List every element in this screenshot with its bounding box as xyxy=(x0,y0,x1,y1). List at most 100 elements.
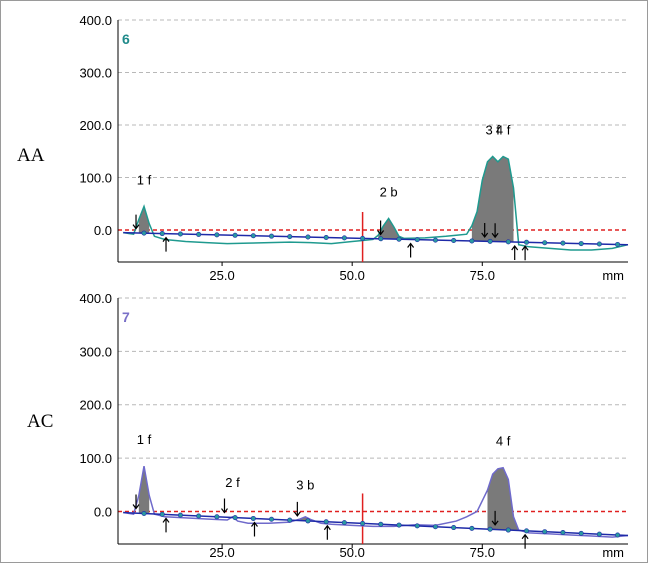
baseline-point xyxy=(378,236,384,242)
baseline-point xyxy=(196,513,202,519)
row-label-bottom: AC xyxy=(27,411,54,432)
peak-label: 4 f xyxy=(496,123,511,138)
peak-start-arrow xyxy=(293,501,301,517)
baseline-point xyxy=(451,238,457,244)
baseline-point xyxy=(141,510,147,516)
row-label-top: AA xyxy=(17,145,45,166)
y-tick-label: 400.0 xyxy=(79,291,112,306)
baseline-point xyxy=(305,518,311,524)
baseline-point xyxy=(341,235,347,241)
chart-panel-2: 400.0 300.0 200.0 100.0 0.0 25.0 50.0 75.0 mm 7 1 … xyxy=(79,291,629,560)
baseline-point xyxy=(305,234,311,240)
baseline-point xyxy=(177,512,183,518)
baseline-point xyxy=(341,520,347,526)
y-tick-label: 200.0 xyxy=(79,398,112,413)
baseline-point xyxy=(396,522,402,528)
baseline-point xyxy=(196,231,202,237)
baseline-point xyxy=(414,523,420,529)
peak-label: 3 f xyxy=(485,123,500,138)
peak-label: 4 f xyxy=(496,434,511,449)
peak-end-arrow xyxy=(407,242,415,258)
baseline-point xyxy=(378,521,384,527)
y-tick-label: 0.0 xyxy=(94,504,112,519)
baseline-point xyxy=(578,530,584,536)
trace-line xyxy=(123,465,629,538)
peak-end-arrow xyxy=(521,533,529,549)
baseline-point xyxy=(596,531,602,537)
peak-start-arrow xyxy=(481,222,489,238)
baseline-point xyxy=(177,231,183,237)
baseline-point xyxy=(560,240,566,246)
peak-start-arrow xyxy=(491,510,499,526)
baseline-point xyxy=(542,529,548,535)
baseline-point xyxy=(214,514,220,520)
baseline-point xyxy=(250,233,256,239)
trace-id-label: 6 xyxy=(122,31,130,47)
trace-line xyxy=(123,155,629,251)
y-tick-label: 400.0 xyxy=(79,13,112,28)
peak-start-arrow xyxy=(132,214,140,230)
peak-end-arrow xyxy=(162,517,170,533)
x-unit-label: mm xyxy=(602,545,624,560)
baseline-point xyxy=(396,236,402,242)
y-tick-label: 200.0 xyxy=(79,118,112,133)
baseline-point xyxy=(505,239,511,245)
peak-label: 2 f xyxy=(225,475,240,490)
x-tick-label: 50.0 xyxy=(340,268,365,283)
baseline-point xyxy=(505,527,511,533)
baseline-point xyxy=(287,517,293,523)
y-tick-label: 300.0 xyxy=(79,344,112,359)
peak-area xyxy=(482,156,514,242)
peak-label: 1 f xyxy=(137,432,152,447)
peak-end-arrow xyxy=(323,524,331,540)
baseline-point xyxy=(487,526,493,532)
baseline-point xyxy=(524,239,530,245)
baseline-point xyxy=(141,230,147,236)
baseline-point xyxy=(232,515,238,521)
y-tick-label: 0.0 xyxy=(94,223,112,238)
baseline-point xyxy=(596,241,602,247)
baseline-point xyxy=(269,516,275,522)
peak-start-arrow xyxy=(132,494,140,510)
baseline-point xyxy=(360,235,366,241)
baseline-point xyxy=(542,240,548,246)
baseline-point xyxy=(432,524,438,530)
baseline-point xyxy=(250,515,256,521)
baseline-point xyxy=(287,234,293,240)
baseline-point xyxy=(432,237,438,243)
baseline-point xyxy=(578,241,584,247)
peak-end-arrow xyxy=(162,236,170,252)
peak-end-arrow xyxy=(511,244,519,260)
x-tick-label: 25.0 xyxy=(209,268,234,283)
peak-label: 2 b xyxy=(380,184,398,199)
trace-id-label: 7 xyxy=(122,309,130,325)
x-tick-label: 50.0 xyxy=(340,545,365,560)
baseline-point xyxy=(159,231,165,237)
peak-end-arrow xyxy=(521,245,529,261)
peak-start-arrow xyxy=(377,220,385,236)
x-tick-label: 75.0 xyxy=(470,268,495,283)
peak-end-arrow xyxy=(251,521,258,537)
baseline-point xyxy=(487,238,493,244)
x-tick-label: 75.0 xyxy=(470,545,495,560)
chart-panel-1: 400.0 300.0 200.0 100.0 0.0 25.0 50.0 75.0 mm 6 1 … xyxy=(79,13,629,283)
peak-start-arrow xyxy=(491,223,499,239)
peak-start-arrow xyxy=(221,498,228,514)
y-tick-label: 100.0 xyxy=(79,451,112,466)
baseline-point xyxy=(560,530,566,536)
baseline-point xyxy=(469,238,475,244)
peak-label: 1 f xyxy=(137,172,152,187)
peak-area xyxy=(138,466,150,514)
baseline-point xyxy=(269,233,275,239)
baseline-point xyxy=(615,241,621,247)
y-tick-label: 100.0 xyxy=(79,171,112,186)
baseline-point xyxy=(451,525,457,531)
baseline-point xyxy=(159,511,165,517)
baseline-point xyxy=(469,525,475,531)
baseline-point xyxy=(323,234,329,240)
y-tick-label: 300.0 xyxy=(79,66,112,81)
baseline-point xyxy=(214,232,220,238)
x-tick-label: 25.0 xyxy=(209,545,234,560)
